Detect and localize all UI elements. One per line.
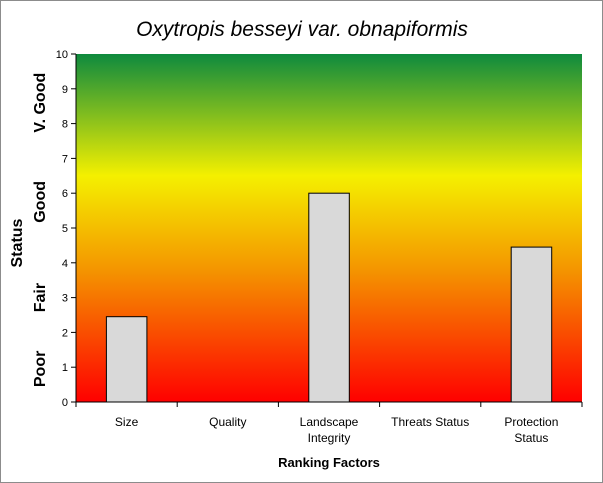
x-tick-label: Landscape (300, 415, 359, 429)
status-band-label: Poor (32, 351, 49, 387)
y-tick-label: 0 (62, 397, 68, 409)
x-tick-label: Threats Status (391, 415, 469, 429)
x-tick-label: Size (115, 415, 139, 429)
bar (105, 316, 148, 403)
x-tick-label: Quality (209, 415, 246, 429)
x-tick-label: Protection (504, 415, 558, 429)
y-axis-label: Status (9, 218, 26, 267)
y-tick-label: 5 (62, 223, 68, 235)
status-band-label: Good (32, 181, 49, 223)
y-tick-label: 8 (62, 119, 68, 131)
status-band-label: Fair (32, 283, 49, 312)
x-tick-label: Integrity (308, 431, 351, 445)
y-tick-label: 6 (62, 188, 68, 200)
bar (308, 192, 350, 403)
y-tick-label: 4 (62, 258, 68, 270)
chart-title: Oxytropis besseyi var. obnapiformis (136, 18, 468, 41)
y-tick-label: 3 (62, 293, 68, 305)
y-tick-label: 10 (56, 49, 68, 61)
y-tick-label: 7 (62, 153, 68, 165)
status-band-label: V. Good (32, 73, 49, 133)
y-tick-label: 9 (62, 84, 68, 96)
bar (510, 246, 553, 403)
y-tick-label: 2 (62, 327, 68, 339)
y-tick-label: 1 (62, 362, 68, 374)
x-tick-label: Status (514, 431, 548, 445)
x-axis-label: Ranking Factors (278, 455, 380, 470)
